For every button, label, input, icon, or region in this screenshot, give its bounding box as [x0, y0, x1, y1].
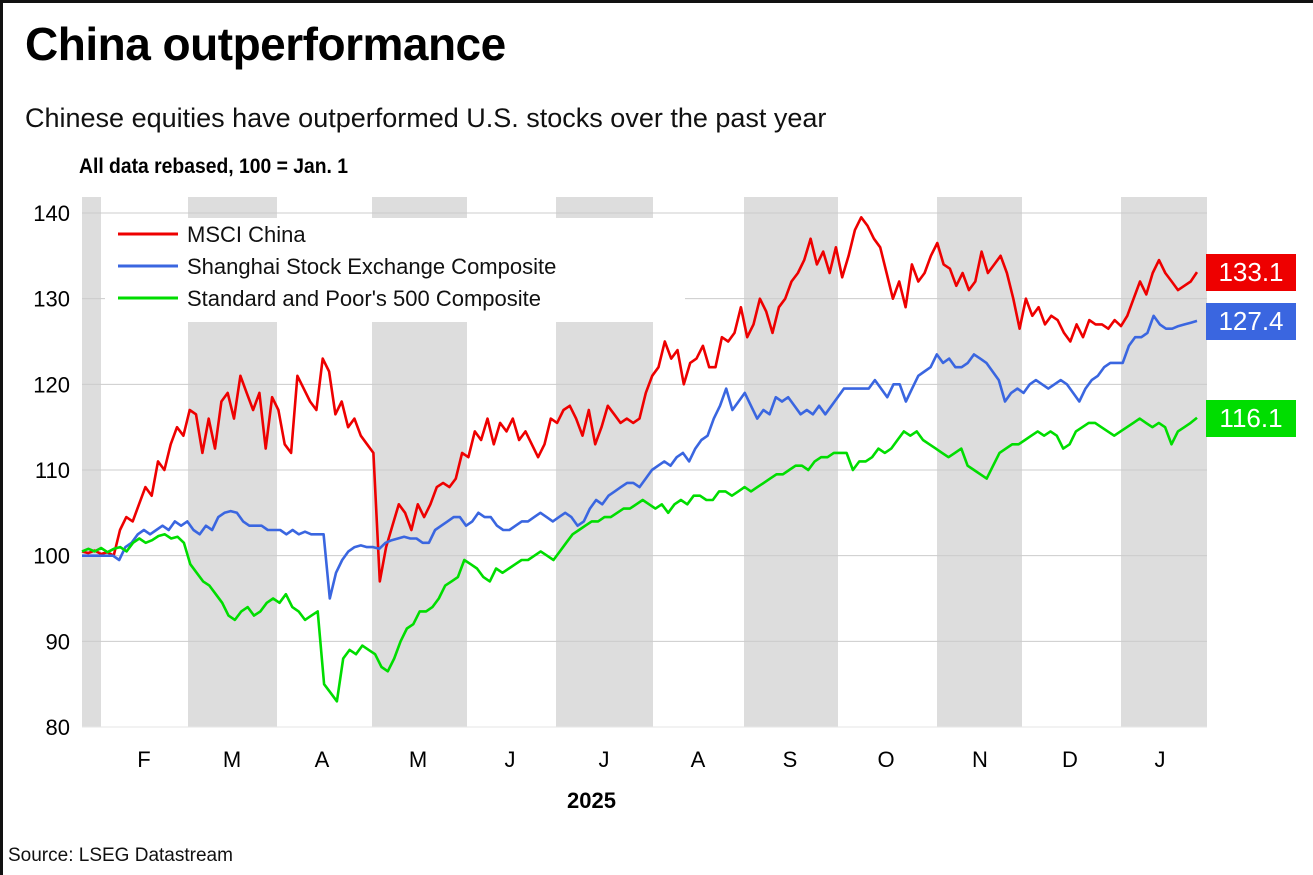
legend-background: [105, 218, 685, 322]
y-tick-label: 80: [46, 715, 70, 740]
end-label-msci-china: 133.1: [1206, 254, 1296, 291]
y-tick-label: 120: [33, 372, 70, 397]
y-tick-label: 130: [33, 287, 70, 312]
x-tick-label: S: [783, 747, 798, 772]
end-label-shanghai: 127.4: [1206, 303, 1296, 340]
month-band: [937, 197, 1022, 727]
y-tick-label: 140: [33, 201, 70, 226]
end-label-sp500: 116.1: [1206, 400, 1296, 437]
y-tick-label: 90: [46, 629, 70, 654]
month-band: [82, 197, 101, 727]
x-tick-label: J: [599, 747, 610, 772]
x-tick-label: M: [223, 747, 241, 772]
x-tick-label: F: [137, 747, 150, 772]
y-tick-label: 110: [35, 458, 70, 483]
month-band: [1121, 197, 1207, 727]
legend-label: Shanghai Stock Exchange Composite: [187, 254, 556, 279]
y-tick-label: 100: [33, 544, 70, 569]
legend-label: MSCI China: [187, 222, 306, 247]
x-tick-label: M: [409, 747, 427, 772]
legend: MSCI China Shanghai Stock Exchange Compos…: [118, 222, 556, 311]
x-tick-label: J: [505, 747, 516, 772]
series-line: [81, 416, 1198, 703]
chart-subtitle: Chinese equities have outperformed U.S. …: [25, 103, 827, 133]
x-axis-year: 2025: [567, 788, 616, 813]
series-line: [82, 314, 1198, 600]
legend-label: Standard and Poor's 500 Composite: [187, 286, 541, 311]
x-tick-label: D: [1062, 747, 1078, 772]
y-axis-ticks: 80 90 100 110 120 130 140: [33, 201, 70, 740]
chart-title: China outperformance: [25, 18, 506, 70]
series-line: [81, 216, 1199, 583]
x-tick-label: O: [877, 747, 894, 772]
series-lines: [81, 216, 1199, 703]
month-band: [744, 197, 838, 727]
x-tick-label: A: [315, 747, 330, 772]
x-tick-label: J: [1155, 747, 1166, 772]
rebase-note: All data rebased, 100 = Jan. 1: [79, 155, 349, 178]
x-tick-label: A: [691, 747, 706, 772]
source-note: Source: LSEG Datastream: [8, 845, 233, 866]
x-tick-label: N: [972, 747, 988, 772]
